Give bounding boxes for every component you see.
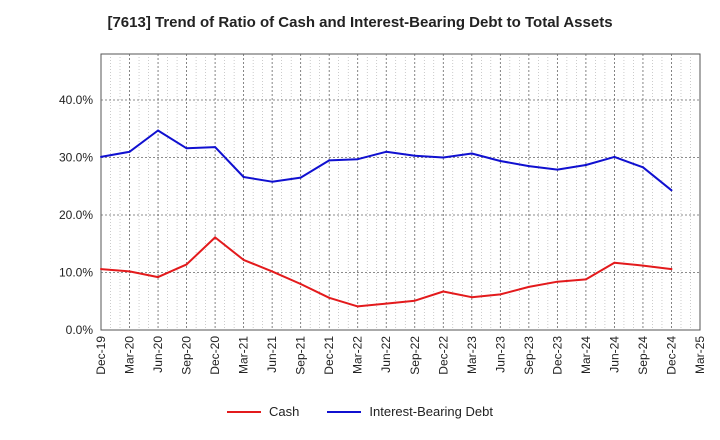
data-point-cash <box>413 299 416 302</box>
data-point-cash <box>271 270 274 273</box>
data-point-cash <box>556 280 559 283</box>
x-tick-label: Dec-22 <box>436 336 450 375</box>
data-point-interest-bearing-debt <box>442 156 445 159</box>
data-point-cash <box>214 236 217 239</box>
x-tick-label: Jun-20 <box>151 336 165 373</box>
data-point-cash <box>157 276 160 279</box>
y-tick-label: 0.0% <box>66 323 94 337</box>
data-point-cash <box>527 285 530 288</box>
x-tick-label: Dec-21 <box>322 336 336 375</box>
data-point-interest-bearing-debt <box>356 158 359 161</box>
data-point-interest-bearing-debt <box>271 180 274 183</box>
data-point-interest-bearing-debt <box>299 176 302 179</box>
x-tick-label: Sep-24 <box>636 336 650 375</box>
data-point-interest-bearing-debt <box>157 129 160 132</box>
data-point-interest-bearing-debt <box>641 166 644 169</box>
data-point-cash <box>499 293 502 296</box>
x-tick-label: Sep-22 <box>408 336 422 375</box>
plot-area <box>100 53 701 331</box>
x-tick-label: Mar-24 <box>579 336 593 374</box>
data-point-cash <box>670 268 673 271</box>
x-tick-label: Sep-23 <box>522 336 536 375</box>
data-point-interest-bearing-debt <box>527 165 530 168</box>
x-tick-label: Jun-22 <box>379 336 393 373</box>
legend-swatch-cash <box>227 410 262 413</box>
data-point-interest-bearing-debt <box>584 163 587 166</box>
x-tick-label: Mar-22 <box>351 336 365 374</box>
data-point-cash <box>328 296 331 299</box>
y-tick-label: 20.0% <box>59 208 93 222</box>
x-tick-label: Mar-23 <box>465 336 479 374</box>
data-point-cash <box>128 270 131 273</box>
data-point-cash <box>613 261 616 264</box>
x-tick-label: Dec-23 <box>550 336 564 375</box>
x-tick-label: Mar-20 <box>123 336 137 374</box>
data-point-cash <box>641 264 644 267</box>
data-point-cash <box>356 305 359 308</box>
data-point-interest-bearing-debt <box>214 146 217 149</box>
data-point-interest-bearing-debt <box>613 155 616 158</box>
data-point-interest-bearing-debt <box>499 159 502 162</box>
data-point-cash <box>584 278 587 281</box>
x-tick-label: Dec-19 <box>94 336 108 375</box>
x-tick-label: Mar-25 <box>693 336 707 374</box>
data-point-cash <box>442 290 445 293</box>
x-tick-label: Dec-24 <box>664 336 678 375</box>
x-tick-label: Jun-23 <box>493 336 507 373</box>
data-point-cash <box>100 268 102 271</box>
data-point-interest-bearing-debt <box>670 189 673 192</box>
data-point-cash <box>242 258 245 261</box>
x-tick-label: Dec-20 <box>208 336 222 375</box>
x-tick-label: Jun-21 <box>265 336 279 373</box>
data-point-interest-bearing-debt <box>242 176 245 179</box>
data-point-interest-bearing-debt <box>185 147 188 150</box>
data-point-cash <box>470 296 473 299</box>
data-point-cash <box>385 302 388 305</box>
y-tick-label: 30.0% <box>59 151 93 165</box>
x-tick-label: Sep-21 <box>294 336 308 375</box>
data-point-cash <box>185 263 188 266</box>
data-point-interest-bearing-debt <box>556 168 559 171</box>
legend-label-cash: Cash <box>269 404 300 419</box>
legend-label-debt: Interest-Bearing Debt <box>369 404 493 419</box>
legend-item-cash: Cash <box>227 404 299 419</box>
y-tick-label: 10.0% <box>59 266 93 280</box>
y-tick-label: 40.0% <box>59 93 93 107</box>
data-point-interest-bearing-debt <box>328 159 331 162</box>
data-point-interest-bearing-debt <box>385 150 388 153</box>
legend-item-debt: Interest-Bearing Debt <box>327 404 493 419</box>
data-point-cash <box>299 283 302 285</box>
chart-title: [7613] Trend of Ratio of Cash and Intere… <box>107 14 613 31</box>
data-point-interest-bearing-debt <box>100 155 102 158</box>
x-tick-label: Sep-20 <box>180 336 194 375</box>
data-point-interest-bearing-debt <box>413 154 416 157</box>
chart-legend: Cash Interest-Bearing Debt <box>0 404 720 419</box>
legend-swatch-debt <box>327 410 362 413</box>
x-tick-label: Mar-21 <box>237 336 251 374</box>
data-point-interest-bearing-debt <box>128 150 131 153</box>
data-point-interest-bearing-debt <box>470 152 473 155</box>
x-tick-label: Jun-24 <box>607 336 621 373</box>
